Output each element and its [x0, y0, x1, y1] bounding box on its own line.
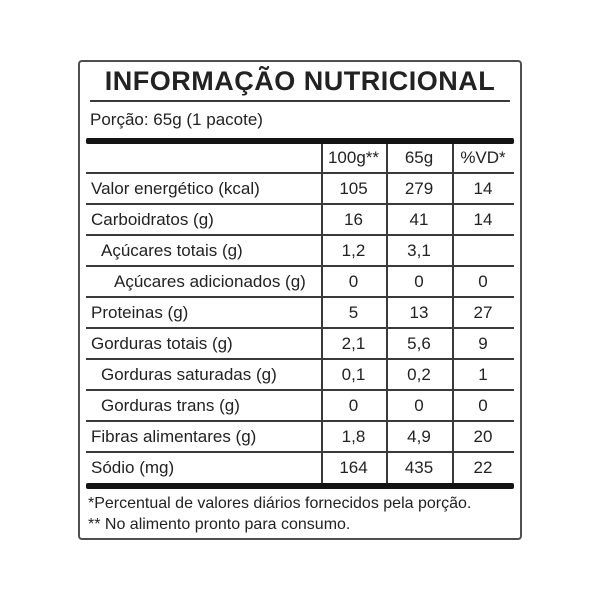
row-value: 279 — [404, 178, 434, 198]
row-label: Açúcares adicionados (g) — [114, 271, 306, 291]
row-label: Fibras alimentares (g) — [91, 426, 257, 446]
row-value: 9 — [478, 333, 488, 353]
portion-text: Porção: 65g (1 pacote) — [90, 110, 263, 129]
row-value: 435 — [404, 457, 434, 477]
table-header-row: 100g** 65g %VD* — [86, 144, 514, 174]
table-row: Gorduras saturadas (g) 0,1 0,2 1 — [86, 360, 514, 391]
row-value: 4,9 — [407, 426, 431, 446]
label-header: INFORMAÇÃO NUTRICIONAL — [90, 62, 510, 102]
table-row: Fibras alimentares (g) 1,8 4,9 20 — [86, 422, 514, 453]
row-value: 5,6 — [407, 333, 431, 353]
row-label: Açúcares totais (g) — [101, 240, 243, 260]
row-value: 1 — [478, 364, 488, 384]
row-value: 27 — [473, 302, 493, 322]
row-label: Gorduras saturadas (g) — [101, 364, 277, 384]
header-col-65g: 65g — [404, 148, 434, 167]
header-col-vd: %VD* — [460, 148, 506, 167]
row-value: 0 — [478, 271, 488, 291]
table-row: Valor energético (kcal) 105 279 14 — [86, 174, 514, 205]
row-label: Sódio (mg) — [91, 457, 175, 477]
table-row: Carboidratos (g) 16 41 14 — [86, 205, 514, 236]
row-value: 164 — [339, 457, 368, 477]
row-label: Gorduras totais (g) — [91, 333, 233, 353]
row-value: 105 — [339, 178, 368, 198]
footnote-ready-to-eat: ** No alimento pronto para consumo. — [88, 515, 351, 533]
table-row: Sódio (mg) 164 435 22 — [86, 453, 514, 482]
row-value: 20 — [473, 426, 493, 446]
table-row: Gorduras totais (g) 2,1 5,6 9 — [86, 329, 514, 360]
column-divider — [386, 144, 388, 483]
column-divider — [452, 144, 454, 483]
row-value: 14 — [473, 178, 493, 198]
row-value: 0 — [478, 395, 488, 415]
row-value: 5 — [348, 302, 359, 322]
row-value: 3,1 — [407, 240, 431, 260]
row-value: 13 — [409, 302, 429, 322]
row-label: Gorduras trans (g) — [101, 395, 240, 415]
divider-bar-bottom — [86, 483, 514, 489]
row-value: 1,2 — [341, 240, 366, 260]
row-value: 41 — [409, 209, 429, 229]
nutrition-label: INFORMAÇÃO NUTRICIONAL Porção: 65g (1 pa… — [78, 60, 522, 540]
row-label: Proteinas (g) — [91, 302, 189, 322]
footnote-daily-values: *Percentual de valores diários fornecido… — [88, 495, 472, 512]
row-value: 22 — [473, 457, 493, 477]
row-value: 16 — [344, 209, 363, 229]
row-value: 0,1 — [341, 364, 366, 384]
column-divider — [321, 144, 323, 483]
nutrition-table: 100g** 65g %VD* Valor energético (kcal) … — [86, 144, 514, 483]
header-col-100g: 100g** — [327, 148, 380, 167]
divider-bar-top — [86, 138, 514, 144]
row-value: 1,8 — [341, 426, 366, 446]
portion-section: Porção: 65g (1 pacote) — [90, 102, 510, 138]
table-rows-container: Valor energético (kcal) 105 279 14 Carbo… — [86, 174, 514, 482]
label-title: INFORMAÇÃO NUTRICIONAL — [104, 65, 496, 96]
row-value: 0,2 — [407, 364, 431, 384]
table-row: Proteinas (g) 5 13 27 — [86, 298, 514, 329]
row-value: 0 — [348, 395, 359, 415]
row-value: 2,1 — [341, 333, 366, 353]
row-value: 0 — [414, 271, 424, 291]
row-label: Carboidratos (g) — [91, 209, 214, 229]
row-label: Valor energético (kcal) — [91, 178, 260, 198]
table-row: Açúcares adicionados (g) 0 0 0 — [86, 267, 514, 298]
row-value: 0 — [348, 271, 359, 291]
row-value: 0 — [414, 395, 424, 415]
table-row: Açúcares totais (g) 1,2 3,1 — [86, 236, 514, 267]
row-value: 14 — [473, 209, 493, 229]
table-row: Gorduras trans (g) 0 0 0 — [86, 391, 514, 422]
footnotes-section: *Percentual de valores diários fornecido… — [86, 489, 514, 536]
